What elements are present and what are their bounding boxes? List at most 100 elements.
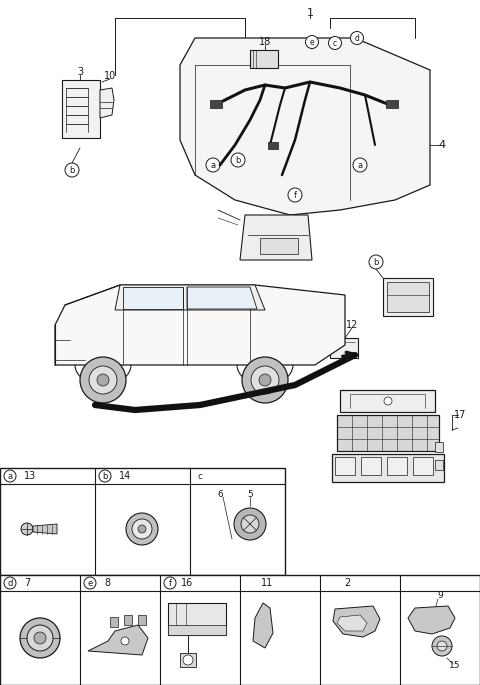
Text: c: c	[333, 38, 337, 47]
Bar	[210, 100, 222, 108]
Bar	[337, 415, 439, 451]
Text: 2: 2	[344, 578, 350, 588]
Bar	[260, 238, 298, 254]
Circle shape	[288, 188, 302, 202]
Text: 18: 18	[259, 37, 271, 47]
Circle shape	[126, 513, 158, 545]
Text: 1: 1	[307, 8, 313, 18]
Circle shape	[241, 515, 259, 533]
Circle shape	[353, 158, 367, 172]
Circle shape	[132, 519, 152, 539]
Bar	[383, 278, 433, 316]
Text: b: b	[102, 471, 108, 480]
Circle shape	[80, 357, 126, 403]
Text: c: c	[197, 471, 203, 480]
Bar	[435, 460, 443, 470]
Circle shape	[65, 163, 79, 177]
Circle shape	[34, 632, 46, 644]
Circle shape	[164, 577, 176, 589]
Polygon shape	[187, 287, 257, 309]
Bar	[335, 457, 355, 475]
Text: b: b	[69, 166, 75, 175]
Bar	[0, 468, 285, 575]
Text: 17: 17	[454, 410, 466, 420]
Circle shape	[20, 618, 60, 658]
Text: a: a	[210, 160, 216, 169]
Polygon shape	[240, 215, 312, 260]
Polygon shape	[408, 606, 455, 634]
Circle shape	[21, 523, 33, 535]
Text: e: e	[87, 579, 93, 588]
Text: 15: 15	[449, 662, 461, 671]
Text: 7: 7	[24, 578, 30, 588]
Text: b: b	[373, 258, 379, 266]
Circle shape	[234, 508, 266, 540]
Polygon shape	[55, 285, 345, 365]
Bar	[413, 457, 433, 475]
Text: 10: 10	[104, 71, 116, 81]
Polygon shape	[337, 615, 367, 631]
Circle shape	[242, 357, 288, 403]
Bar	[387, 282, 429, 312]
Bar	[387, 457, 407, 475]
Ellipse shape	[216, 542, 248, 560]
Text: 14: 14	[119, 471, 131, 481]
Text: d: d	[7, 579, 12, 588]
Circle shape	[138, 525, 146, 533]
Text: 9: 9	[437, 592, 443, 601]
Text: 6: 6	[217, 490, 223, 499]
Polygon shape	[333, 606, 380, 637]
Bar	[386, 100, 398, 108]
Text: f: f	[168, 579, 171, 588]
Text: d: d	[355, 34, 360, 42]
Circle shape	[97, 374, 109, 386]
Circle shape	[432, 636, 452, 656]
Polygon shape	[253, 603, 273, 648]
Circle shape	[384, 397, 392, 405]
Bar	[110, 617, 118, 627]
Bar	[0, 575, 480, 685]
Bar	[168, 603, 226, 635]
Text: 13: 13	[24, 471, 36, 481]
Bar	[435, 442, 443, 452]
Circle shape	[99, 470, 111, 482]
Circle shape	[27, 625, 53, 651]
Text: a: a	[358, 160, 362, 169]
Text: 8: 8	[104, 578, 110, 588]
Bar	[268, 142, 278, 149]
Text: 5: 5	[247, 490, 253, 499]
Bar	[361, 457, 381, 475]
Text: 11: 11	[261, 578, 273, 588]
Polygon shape	[100, 88, 114, 118]
Polygon shape	[115, 285, 265, 310]
Circle shape	[251, 366, 279, 394]
Circle shape	[231, 153, 245, 167]
Circle shape	[4, 470, 16, 482]
Text: 16: 16	[181, 578, 193, 588]
Text: b: b	[235, 155, 240, 164]
Polygon shape	[88, 625, 148, 655]
Circle shape	[84, 577, 96, 589]
Polygon shape	[33, 524, 57, 534]
Bar	[124, 615, 132, 625]
Circle shape	[206, 158, 220, 172]
Bar	[250, 50, 278, 68]
Bar	[332, 454, 444, 482]
Circle shape	[328, 36, 341, 49]
Bar	[138, 615, 146, 625]
Circle shape	[305, 36, 319, 49]
Circle shape	[89, 366, 117, 394]
Circle shape	[259, 374, 271, 386]
Text: 4: 4	[438, 140, 445, 150]
Polygon shape	[62, 80, 100, 138]
Circle shape	[183, 655, 193, 665]
Circle shape	[369, 255, 383, 269]
Text: 12: 12	[346, 320, 358, 330]
Bar	[180, 653, 196, 667]
Circle shape	[350, 32, 363, 45]
Text: f: f	[293, 190, 297, 199]
Polygon shape	[123, 287, 183, 309]
Text: 3: 3	[77, 67, 83, 77]
Bar	[330, 338, 358, 358]
Bar	[340, 390, 435, 412]
